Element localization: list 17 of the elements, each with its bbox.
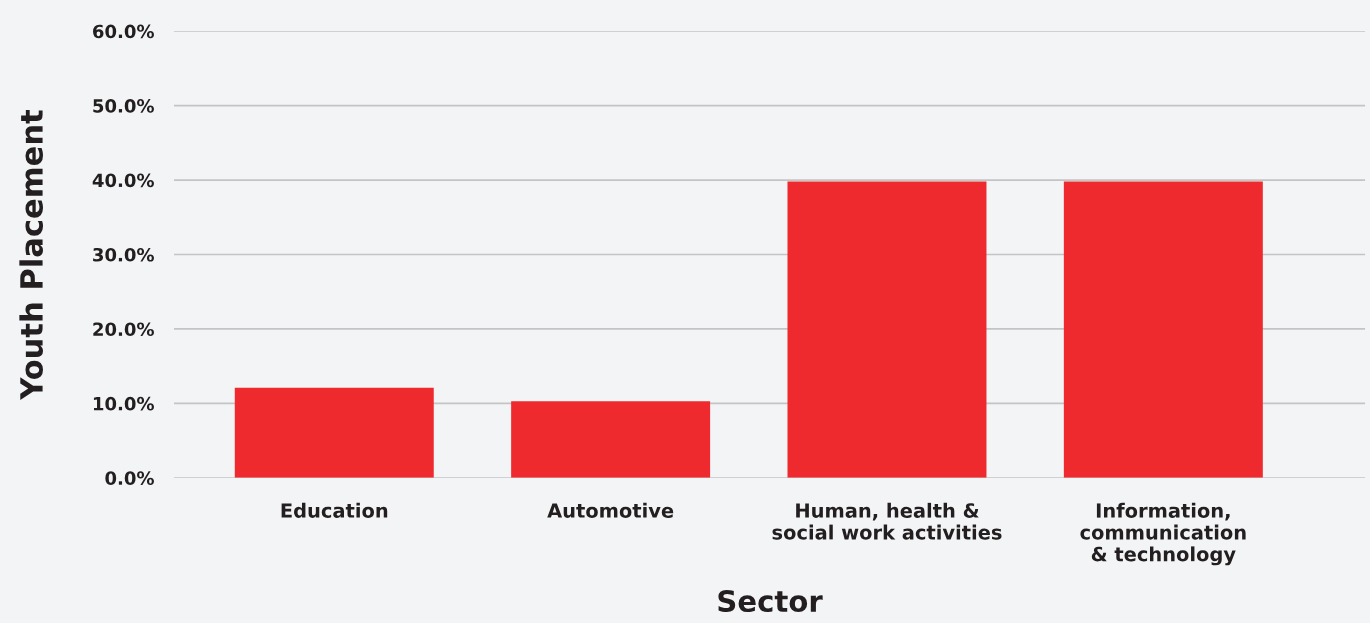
bar	[234, 387, 434, 478]
y-tick-label: 60.0%	[93, 24, 154, 39]
y-tick-label: 10.0%	[93, 396, 154, 411]
x-tick-label: Education	[281, 502, 388, 518]
y-tick-label: 0.0%	[105, 471, 154, 485]
y-axis-title: Youth Placement	[19, 110, 44, 400]
y-tick-label: 30.0%	[93, 247, 154, 262]
x-tick-label: Information, communication & technology	[1080, 502, 1246, 566]
bar	[787, 181, 987, 478]
bar	[511, 401, 711, 478]
x-tick-label: Human, health & social work activities	[772, 502, 1002, 540]
y-tick-label: 50.0%	[93, 99, 154, 113]
x-axis-title: Sector	[718, 590, 823, 613]
y-tick-label: 20.0%	[93, 322, 154, 337]
y-tick-label: 40.0%	[92, 173, 154, 188]
bar	[1063, 181, 1263, 478]
x-tick-label: Automotive	[547, 502, 674, 518]
